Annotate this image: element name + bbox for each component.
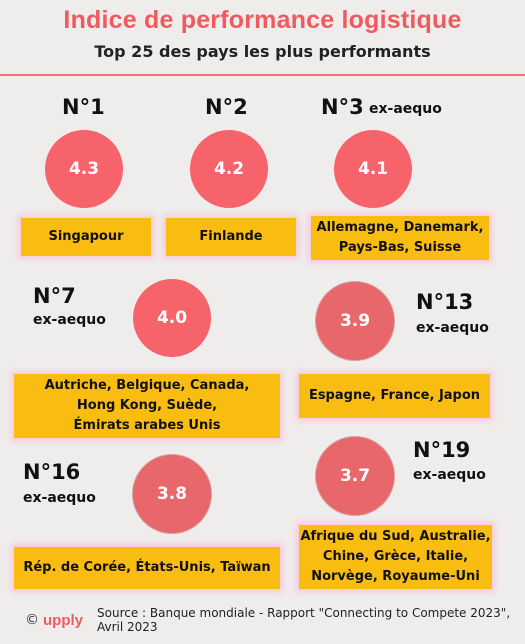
rank-19-score-circle: 3.7 <box>316 437 394 515</box>
rank-16-score-circle: 3.8 <box>133 455 211 533</box>
rank-3-country-line: Allemagne, Danemark, <box>316 220 484 235</box>
rank-7-label: N°7 <box>33 284 76 308</box>
rank-7-country-line: Hong Kong, Suède, <box>76 398 218 413</box>
rank-19-label: N°19 <box>413 438 471 462</box>
rank-1-score-circle: 4.3 <box>45 130 123 208</box>
rank-19-country-line: Norvège, Royaume-Uni <box>311 569 480 584</box>
rank-3-label: N°3 <box>321 95 364 119</box>
rank-16-label: N°16 <box>23 460 81 484</box>
rank-19-exaequo: ex-aequo <box>413 467 486 483</box>
copyright-icon: © <box>25 612 39 628</box>
header-divider <box>0 74 525 76</box>
rank-3-countries-box: Allemagne, Danemark, Pays-Bas, Suisse <box>311 216 489 260</box>
rank-7-country-line: Émirats arabes Unis <box>73 418 221 433</box>
rank-1-countries-box: Singapour <box>21 218 151 256</box>
rank-19-countries-box: Afrique du Sud, Australie, Chine, Grèce,… <box>299 525 492 589</box>
rank-13-countries-box: Espagne, France, Japon <box>299 374 490 418</box>
rank-16-country-line: Rép. de Corée, États-Unis, Taïwan <box>23 560 271 575</box>
rank-7-country-line: Autriche, Belgique, Canada, <box>44 378 250 393</box>
rank-13-score-circle: 3.9 <box>316 282 394 360</box>
rank-13-exaequo: ex-aequo <box>416 320 489 336</box>
rank-3-score-circle: 4.1 <box>334 130 412 208</box>
brand-logo: upply <box>43 611 83 629</box>
footer: © upply Source : Banque mondiale - Rappo… <box>25 606 525 634</box>
rank-1-country-line: Singapour <box>48 229 124 244</box>
page-subtitle: Top 25 des pays les plus performants <box>94 42 431 61</box>
rank-13-label: N°13 <box>416 290 474 314</box>
rank-2-country-line: Finlande <box>199 229 263 244</box>
rank-2-score-circle: 4.2 <box>190 130 268 208</box>
page-title: Indice de performance logistique <box>63 6 462 34</box>
rank-1-label: N°1 <box>62 95 105 119</box>
rank-7-countries-box: Autriche, Belgique, Canada, Hong Kong, S… <box>14 374 280 438</box>
rank-13-country-line: Espagne, France, Japon <box>308 388 481 403</box>
rank-16-countries-box: Rép. de Corée, États-Unis, Taïwan <box>14 547 280 589</box>
rank-3-exaequo: ex-aequo <box>369 101 442 117</box>
source-note: Source : Banque mondiale - Rapport "Conn… <box>97 606 511 634</box>
rank-2-countries-box: Finlande <box>166 218 296 256</box>
rank-3-country-line: Pays-Bas, Suisse <box>338 240 462 255</box>
rank-19-country-line: Afrique du Sud, Australie, <box>300 529 491 544</box>
rank-2-label: N°2 <box>205 95 248 119</box>
rank-7-score-circle: 4.0 <box>133 279 211 357</box>
rank-16-exaequo: ex-aequo <box>23 490 96 506</box>
rank-19-country-line: Chine, Grèce, Italie, <box>322 549 469 564</box>
rank-7-exaequo: ex-aequo <box>33 312 106 328</box>
